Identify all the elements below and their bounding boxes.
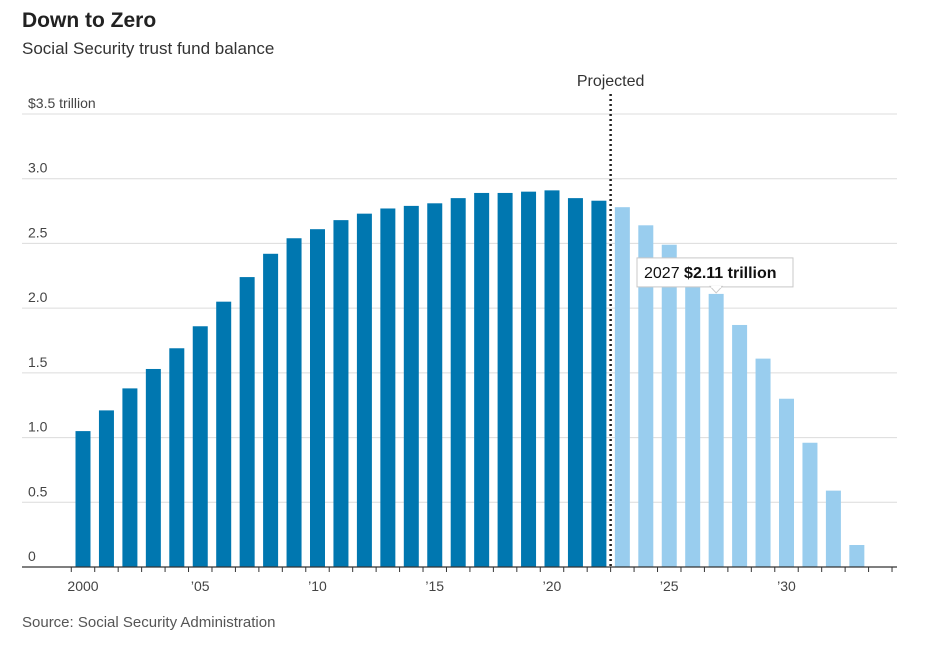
source-note: Source: Social Security Administration — [22, 614, 276, 631]
chart-title: Down to Zero — [22, 9, 157, 32]
bar-historical — [521, 191, 537, 567]
y-tick-label: 0.5 — [28, 483, 48, 499]
x-axis: 2000 ’05 ’10 ’15 ’20 ’25 ’30 — [22, 566, 897, 594]
bar-projected — [802, 442, 818, 567]
bars — [75, 190, 865, 568]
y-tick-label: 2.5 — [28, 224, 48, 240]
bar-historical — [497, 192, 513, 568]
x-tick-label: ’25 — [660, 578, 679, 594]
y-axis-labels: 0 0.5 1.0 1.5 2.0 2.5 3.0 $3.5 trillion — [28, 95, 96, 564]
bar-historical — [169, 348, 185, 567]
bar-historical — [380, 208, 396, 568]
bar-historical — [567, 198, 583, 567]
bar-projected — [708, 293, 724, 567]
y-tick-label: $3.5 trillion — [28, 95, 96, 111]
bar-historical — [356, 213, 372, 567]
x-tick-label: ’20 — [543, 578, 562, 594]
annotation-box — [636, 257, 794, 288]
bar-projected — [779, 398, 794, 567]
bar-projected — [638, 225, 654, 567]
x-tick-label: ’15 — [425, 578, 444, 594]
bar-projected — [685, 268, 701, 567]
bar-projected — [661, 244, 677, 568]
value-annotation: 2027 $2.11 trillion — [636, 257, 794, 294]
bar-historical — [333, 220, 349, 568]
bar-historical — [98, 410, 114, 567]
bar-historical — [450, 198, 466, 567]
x-tick-label: ’30 — [777, 578, 796, 594]
bar-projected — [825, 490, 841, 567]
bar-historical — [192, 326, 208, 567]
x-tick-label: ’05 — [191, 578, 210, 594]
y-tick-label: 1.0 — [28, 419, 48, 435]
bar-historical — [474, 192, 490, 568]
chart-subtitle: Social Security trust fund balance — [22, 39, 275, 58]
bar-historical — [591, 200, 607, 567]
bar-historical — [263, 253, 279, 568]
bar-historical — [145, 368, 161, 567]
bar-historical — [239, 277, 255, 567]
bar-projected — [732, 324, 748, 567]
bar-projected — [849, 544, 865, 567]
bar-historical — [403, 205, 419, 567]
annotation-year: 2027 — [644, 265, 684, 282]
bar-projected — [755, 358, 771, 567]
bar-historical — [122, 388, 138, 567]
projected-label: Projected — [577, 73, 645, 90]
x-tick-label: 2000 — [67, 578, 98, 594]
annotation-text: 2027 $2.11 trillion — [644, 265, 777, 282]
y-tick-label: 1.5 — [28, 354, 48, 370]
bar-historical — [216, 301, 232, 567]
bar-historical — [286, 238, 302, 567]
y-tick-label: 3.0 — [28, 160, 48, 176]
bar-historical — [310, 229, 325, 568]
bar-historical — [544, 190, 560, 567]
bar-historical — [75, 431, 91, 567]
gridlines — [22, 113, 897, 503]
y-tick-label: 0 — [28, 548, 36, 564]
annotation-value: $2.11 trillion — [684, 265, 776, 282]
x-tick-label: ’10 — [308, 578, 327, 594]
y-tick-label: 2.0 — [28, 289, 48, 305]
bar-projected — [614, 207, 630, 567]
projection-marker: Projected — [577, 73, 645, 567]
bar-historical — [427, 203, 443, 567]
